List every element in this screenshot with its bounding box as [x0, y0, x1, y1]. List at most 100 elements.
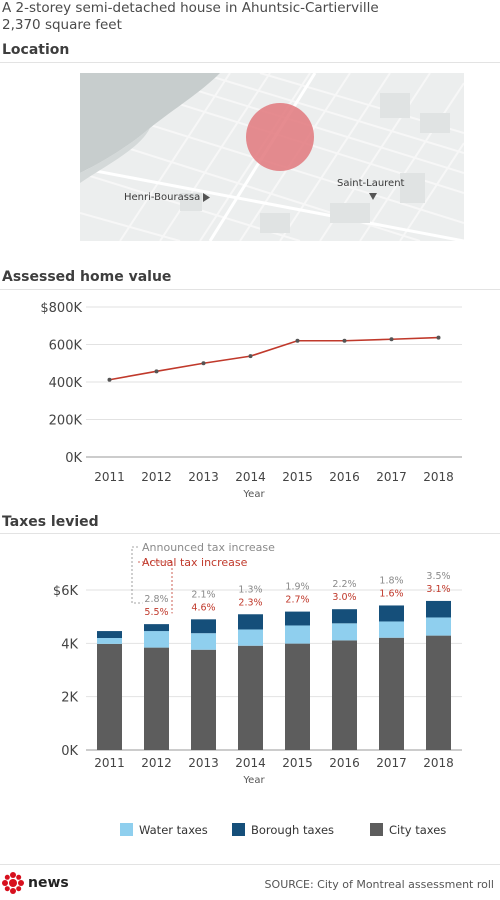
- bar-segment-city-taxes: [238, 645, 263, 750]
- x-tick-label: 2013: [188, 470, 219, 484]
- x-tick-label: 2011: [94, 470, 125, 484]
- divider: [0, 864, 500, 865]
- x-tick-label: 2012: [141, 756, 172, 770]
- value-line: [109, 336, 439, 381]
- x-tick-label: 2017: [376, 756, 407, 770]
- bar-segment-borough-taxes: [332, 609, 357, 624]
- title-line-2: 2,370 square feet: [2, 17, 122, 33]
- legend-item-water: Water taxes: [120, 823, 208, 837]
- x-tick-label: 2016: [329, 756, 360, 770]
- legend-swatch-borough: [232, 823, 245, 836]
- legend-label-water: Water taxes: [139, 823, 208, 837]
- x-tick-label: 2018: [423, 756, 454, 770]
- bar-segment-borough-taxes: [285, 611, 310, 626]
- y-tick-label: 400K: [49, 376, 83, 391]
- y-tick-label: 0K: [65, 451, 82, 466]
- section-assessed-title: Assessed home value: [2, 269, 172, 285]
- bar-segment-borough-taxes: [144, 624, 169, 632]
- bar-segment-city-taxes: [379, 637, 404, 750]
- legend-item-city: City taxes: [370, 823, 446, 837]
- announced-increase-key: Announced tax increase: [142, 541, 275, 554]
- bar-segment-water-taxes: [332, 623, 357, 641]
- x-tick-label: 2013: [188, 756, 219, 770]
- taxes-stacked-bar-chart: $6K 4K 2K 0K 2011 2012 2013 2014 2015 2016 2017 201…: [53, 541, 462, 786]
- x-tick-label: 2017: [376, 470, 407, 484]
- bar-segment-water-taxes: [285, 625, 310, 644]
- data-point: [295, 338, 300, 343]
- bar-segment-borough-taxes: [97, 631, 122, 638]
- actual-increase-label: 1.6%: [379, 588, 403, 599]
- announced-increase-label: 3.5%: [426, 571, 450, 582]
- data-point: [201, 361, 206, 366]
- assessed-value-line-chart: $800K 600K 400K 200K 0K 2011 2012 2013 2014 2015 2…: [40, 301, 462, 500]
- bar-segment-city-taxes: [97, 643, 122, 750]
- bar-segment-water-taxes: [379, 621, 404, 638]
- y-tick-label: 200K: [49, 414, 83, 429]
- legend-item-borough: Borough taxes: [232, 823, 334, 837]
- actual-increase-label: 3.0%: [332, 592, 356, 603]
- actual-increase-label: 5.5%: [144, 607, 168, 618]
- data-point: [389, 337, 394, 342]
- x-tick-label: 2014: [235, 756, 266, 770]
- announced-increase-label: 1.8%: [379, 575, 403, 586]
- location-map: [80, 73, 464, 241]
- announced-increase-label: 1.9%: [285, 582, 309, 593]
- bar-segment-borough-taxes: [379, 605, 404, 622]
- cbc-gem-icon: [2, 872, 24, 894]
- x-tick-label: 2015: [282, 470, 313, 484]
- divider: [0, 62, 500, 63]
- section-taxes-title: Taxes levied: [2, 514, 99, 530]
- legend-label-borough: Borough taxes: [251, 823, 335, 837]
- actual-increase-label: 4.6%: [191, 602, 215, 613]
- bar-segment-water-taxes: [426, 617, 451, 636]
- y-tick-label: 600K: [49, 339, 83, 354]
- bar-segment-city-taxes: [191, 649, 216, 750]
- arrow-down-icon: [369, 193, 377, 200]
- bar-segment-water-taxes: [97, 638, 122, 644]
- cbc-news-logo: news: [2, 872, 69, 894]
- announced-increase-label: 1.3%: [238, 584, 262, 595]
- data-point: [154, 369, 159, 374]
- data-point: [107, 377, 112, 382]
- legend-label-city: City taxes: [389, 823, 447, 837]
- bar-segment-city-taxes: [426, 635, 451, 750]
- property-location-circle: [246, 103, 314, 171]
- map-label-henri-bourassa: Henri-Bourassa: [124, 192, 201, 203]
- y-tick-label: 0K: [61, 744, 78, 759]
- announced-increase-label: 2.8%: [144, 594, 168, 605]
- bar-segment-city-taxes: [144, 647, 169, 750]
- legend-swatch-city: [370, 823, 383, 836]
- divider: [0, 289, 500, 290]
- bar-segment-borough-taxes: [426, 600, 451, 618]
- announced-increase-label: 2.1%: [191, 589, 215, 600]
- page-title: A 2-storey semi-detached house in Ahunts…: [2, 0, 379, 34]
- x-tick-label: 2018: [423, 470, 454, 484]
- data-point: [436, 335, 441, 340]
- announced-increase-label: 2.2%: [332, 579, 356, 590]
- x-axis-label: Year: [242, 489, 265, 500]
- y-tick-label: $6K: [53, 584, 79, 599]
- bar-segment-city-taxes: [285, 643, 310, 750]
- actual-increase-label: 2.3%: [238, 597, 262, 608]
- logo-text: news: [28, 875, 69, 891]
- arrow-right-icon: [203, 193, 210, 202]
- data-point: [248, 354, 253, 359]
- actual-increase-key: Actual tax increase: [142, 556, 248, 569]
- x-tick-label: 2015: [282, 756, 313, 770]
- x-tick-label: 2012: [141, 470, 172, 484]
- x-axis-label: Year: [242, 775, 265, 786]
- bar-segment-borough-taxes: [238, 614, 263, 630]
- bar-segment-city-taxes: [332, 640, 357, 750]
- actual-increase-label: 3.1%: [426, 584, 450, 595]
- bar-segment-water-taxes: [191, 633, 216, 650]
- x-tick-label: 2016: [329, 470, 360, 484]
- y-tick-label: 2K: [61, 691, 78, 706]
- y-tick-label: 4K: [61, 637, 78, 652]
- y-tick-label: $800K: [40, 301, 82, 316]
- bar-segment-water-taxes: [238, 629, 263, 646]
- actual-connector: [138, 561, 173, 614]
- data-point: [342, 338, 347, 343]
- map-graphic: [80, 73, 464, 241]
- legend-swatch-water: [120, 823, 133, 836]
- actual-increase-label: 2.7%: [285, 595, 309, 606]
